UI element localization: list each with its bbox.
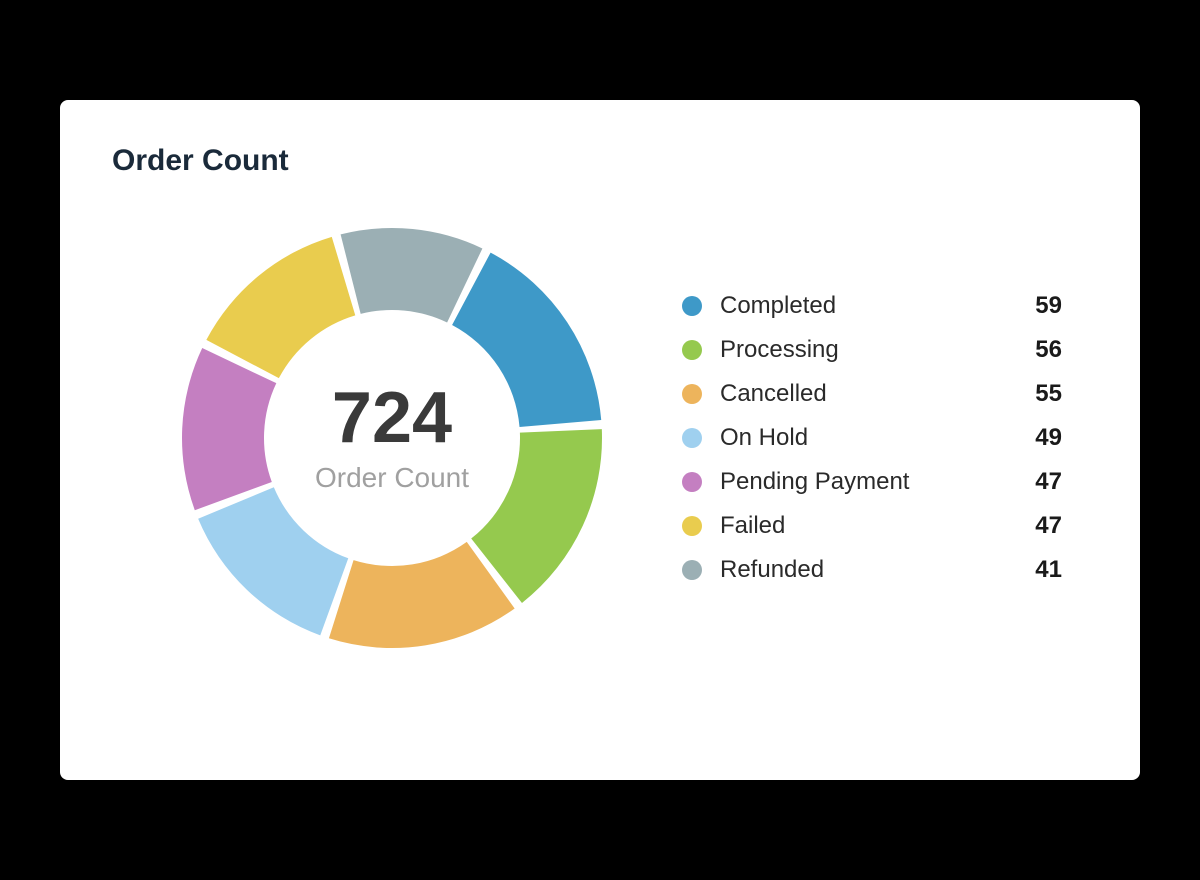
legend-row: Cancelled 55 [682,380,1062,408]
legend-label: Pending Payment [720,468,1017,496]
donut-center: 724 Order Count [315,382,469,494]
legend-value: 59 [1035,292,1062,320]
legend-row: Failed 47 [682,512,1062,540]
legend-row: Processing 56 [682,336,1062,364]
card-title: Order Count [112,144,1088,178]
center-value: 724 [315,382,469,454]
legend-row: Pending Payment 47 [682,468,1062,496]
donut-segment [452,253,601,427]
legend-swatch [682,472,702,492]
legend-swatch [682,296,702,316]
legend-swatch [682,560,702,580]
legend-label: Refunded [720,556,1017,584]
legend-label: Failed [720,512,1017,540]
legend-swatch [682,384,702,404]
legend-row: On Hold 49 [682,424,1062,452]
legend-value: 47 [1035,512,1062,540]
legend-label: Completed [720,292,1017,320]
legend-swatch [682,428,702,448]
legend-value: 56 [1035,336,1062,364]
legend-label: Processing [720,336,1017,364]
legend-value: 55 [1035,380,1062,408]
order-count-card: Order Count 724 Order Count Completed 59 P… [60,100,1140,780]
legend-value: 41 [1035,556,1062,584]
legend-label: On Hold [720,424,1017,452]
card-content: 724 Order Count Completed59Processing56C… [112,218,1088,658]
legend-label: Cancelled [720,380,1017,408]
legend-swatch [682,340,702,360]
legend-value: 47 [1035,468,1062,496]
donut-segment [182,348,276,510]
center-label: Order Count [315,462,469,494]
legend: Completed 59 Processing 56 Cancelled 55 On Hol… [682,292,1062,584]
legend-row: Completed 59 [682,292,1062,320]
legend-swatch [682,516,702,536]
legend-row: Refunded 41 [682,556,1062,584]
donut-segment [206,237,355,378]
donut-chart: 724 Order Count [172,218,612,658]
legend-value: 49 [1035,424,1062,452]
donut-segment [198,487,348,635]
